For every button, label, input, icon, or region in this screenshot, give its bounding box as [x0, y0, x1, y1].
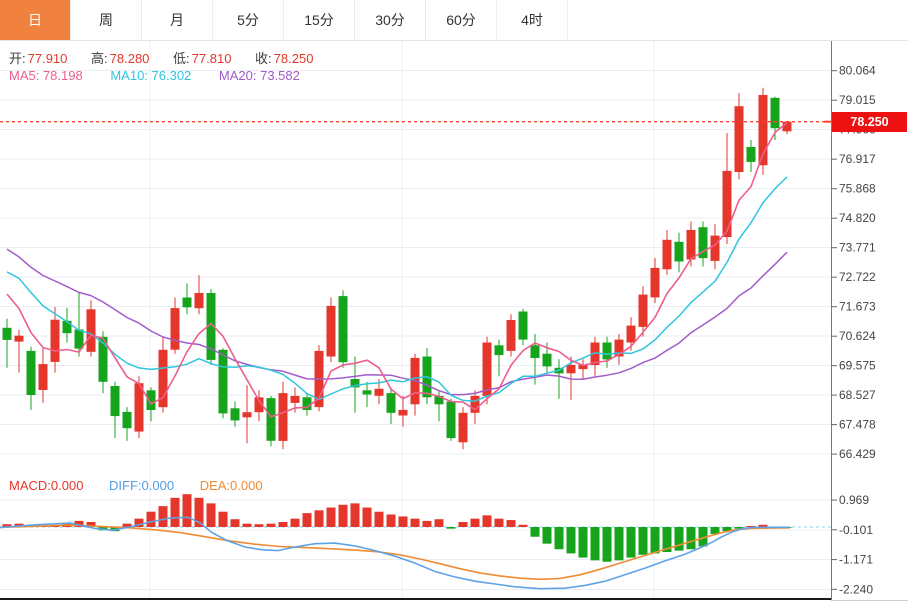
ma10-readout: MA10: 76.302 [110, 68, 192, 83]
ma-legend: MA5: 78.198 MA10: 76.302 MA20: 73.582 [9, 68, 300, 83]
svg-text:73.771: 73.771 [839, 241, 876, 255]
svg-text:72.722: 72.722 [839, 270, 876, 284]
svg-text:79.015: 79.015 [839, 93, 876, 107]
svg-text:-0.101: -0.101 [839, 523, 873, 537]
svg-text:0.969: 0.969 [839, 493, 869, 507]
ma20-readout: MA20: 73.582 [218, 68, 300, 83]
svg-text:80.064: 80.064 [839, 64, 876, 78]
tab-15min[interactable]: 15分 [284, 0, 355, 40]
svg-text:75.868: 75.868 [839, 182, 876, 196]
svg-text:68.527: 68.527 [839, 388, 876, 402]
ohlc-legend: 开: 77.910 高: 78.280 低: 77.810 收: 78.250 [9, 48, 333, 67]
tab-day[interactable]: 日 [0, 0, 71, 40]
svg-text:71.673: 71.673 [839, 300, 876, 314]
open-readout: 开: 77.910 [9, 51, 68, 66]
tab-5min[interactable]: 5分 [213, 0, 284, 40]
macd-readout: MACD:0.000 [9, 478, 84, 493]
svg-text:74.820: 74.820 [839, 211, 876, 225]
timeframe-tabbar: 日 周 月 5分 15分 30分 60分 4时 [0, 0, 908, 41]
svg-text:67.478: 67.478 [839, 418, 876, 432]
ma5-readout: MA5: 78.198 [9, 68, 83, 83]
svg-text:69.575: 69.575 [839, 359, 876, 373]
dea-readout: DEA:0.000 [199, 478, 263, 493]
tab-week[interactable]: 周 [71, 0, 142, 40]
tab-4hour[interactable]: 4时 [497, 0, 568, 40]
svg-text:70.624: 70.624 [839, 329, 876, 343]
close-readout: 收: 78.250 [255, 51, 314, 66]
tab-month[interactable]: 月 [142, 0, 213, 40]
svg-text:76.917: 76.917 [839, 152, 876, 166]
svg-text:-1.171: -1.171 [839, 553, 873, 567]
tab-30min[interactable]: 30分 [355, 0, 426, 40]
low-readout: 低: 77.810 [173, 51, 232, 66]
high-readout: 高: 78.280 [91, 51, 150, 66]
current-price-tag: 78.250 [832, 112, 907, 132]
svg-text:66.429: 66.429 [839, 447, 876, 461]
macd-legend: MACD:0.000 DIFF:0.000 DEA:0.000 [9, 478, 263, 493]
diff-readout: DIFF:0.000 [109, 478, 175, 493]
svg-text:-2.240: -2.240 [839, 582, 873, 596]
tab-60min[interactable]: 60分 [426, 0, 497, 40]
